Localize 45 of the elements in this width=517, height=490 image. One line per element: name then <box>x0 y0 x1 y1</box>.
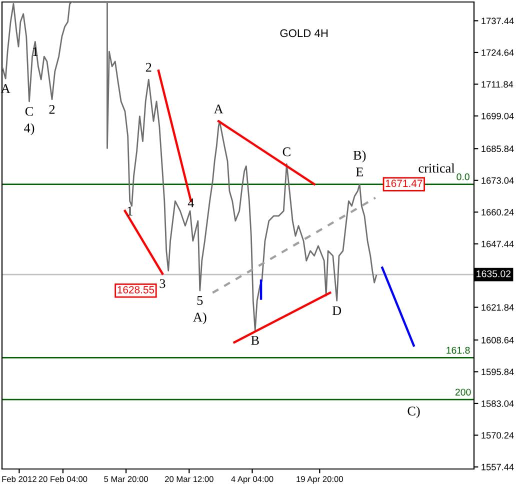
annotation: 200 <box>455 388 471 396</box>
x-tick-label: Feb 2012 <box>2 476 36 482</box>
annotation: C <box>282 147 290 156</box>
annotation: C <box>25 106 33 116</box>
x-tick-label: 4 Apr 04:00 <box>231 476 274 484</box>
y-tick-label: 1673.04 <box>482 177 514 184</box>
x-tick-label: 19 Apr 20:00 <box>296 476 343 484</box>
annotation: 0.0 <box>456 173 470 180</box>
annotation: 2 <box>146 62 152 72</box>
annotation: 4) <box>24 123 34 136</box>
y-tick-label: 1621.84 <box>482 304 514 311</box>
annotation: 5 <box>197 296 203 305</box>
y-tick-label: 1595.84 <box>482 368 514 376</box>
annotation: 161.8 <box>446 346 470 354</box>
y-tick-label: 1711.84 <box>482 81 514 88</box>
y-tick-label: 1570.24 <box>482 432 514 439</box>
y-tick-label: 1647.44 <box>482 240 514 248</box>
y-tick-label: 1557.44 <box>482 464 514 470</box>
y-tick-label: 1699.04 <box>482 112 514 120</box>
annotation: 1 <box>33 47 38 56</box>
y-tick-label: 1724.64 <box>482 49 514 56</box>
annotation: C) <box>408 406 420 418</box>
annotation: 4 <box>188 198 194 208</box>
y-tick-label: 1660.24 <box>482 209 514 216</box>
ref-line-label: 1635.02 <box>476 270 511 278</box>
annotation: 1 <box>128 206 132 216</box>
annotation: A <box>214 104 224 114</box>
annotation: 2 <box>49 104 55 114</box>
annotation: critical <box>418 163 455 173</box>
y-tick-label: 1608.64 <box>482 336 514 344</box>
annotation: B <box>251 336 259 345</box>
annotation: A) <box>193 312 206 324</box>
x-tick-label: 20 Mar 12:00 <box>165 476 214 482</box>
y-tick-label: 1685.84 <box>482 146 514 152</box>
annotation: D <box>332 306 342 315</box>
text: GOLD 4H <box>280 29 328 38</box>
annotation: E <box>356 168 364 176</box>
y-tick-label: 1737.44 <box>482 18 514 24</box>
y-tick-label: 1583.04 <box>482 400 514 407</box>
annotation: 1671.47 <box>386 180 422 188</box>
annotation: 3 <box>160 279 166 288</box>
annotation: B) <box>353 150 366 162</box>
x-tick-label: 5 Mar 20:00 <box>104 476 148 482</box>
x-tick-label: 20 Feb 04:00 <box>38 476 88 482</box>
annotation: 1628.55 <box>118 286 154 294</box>
